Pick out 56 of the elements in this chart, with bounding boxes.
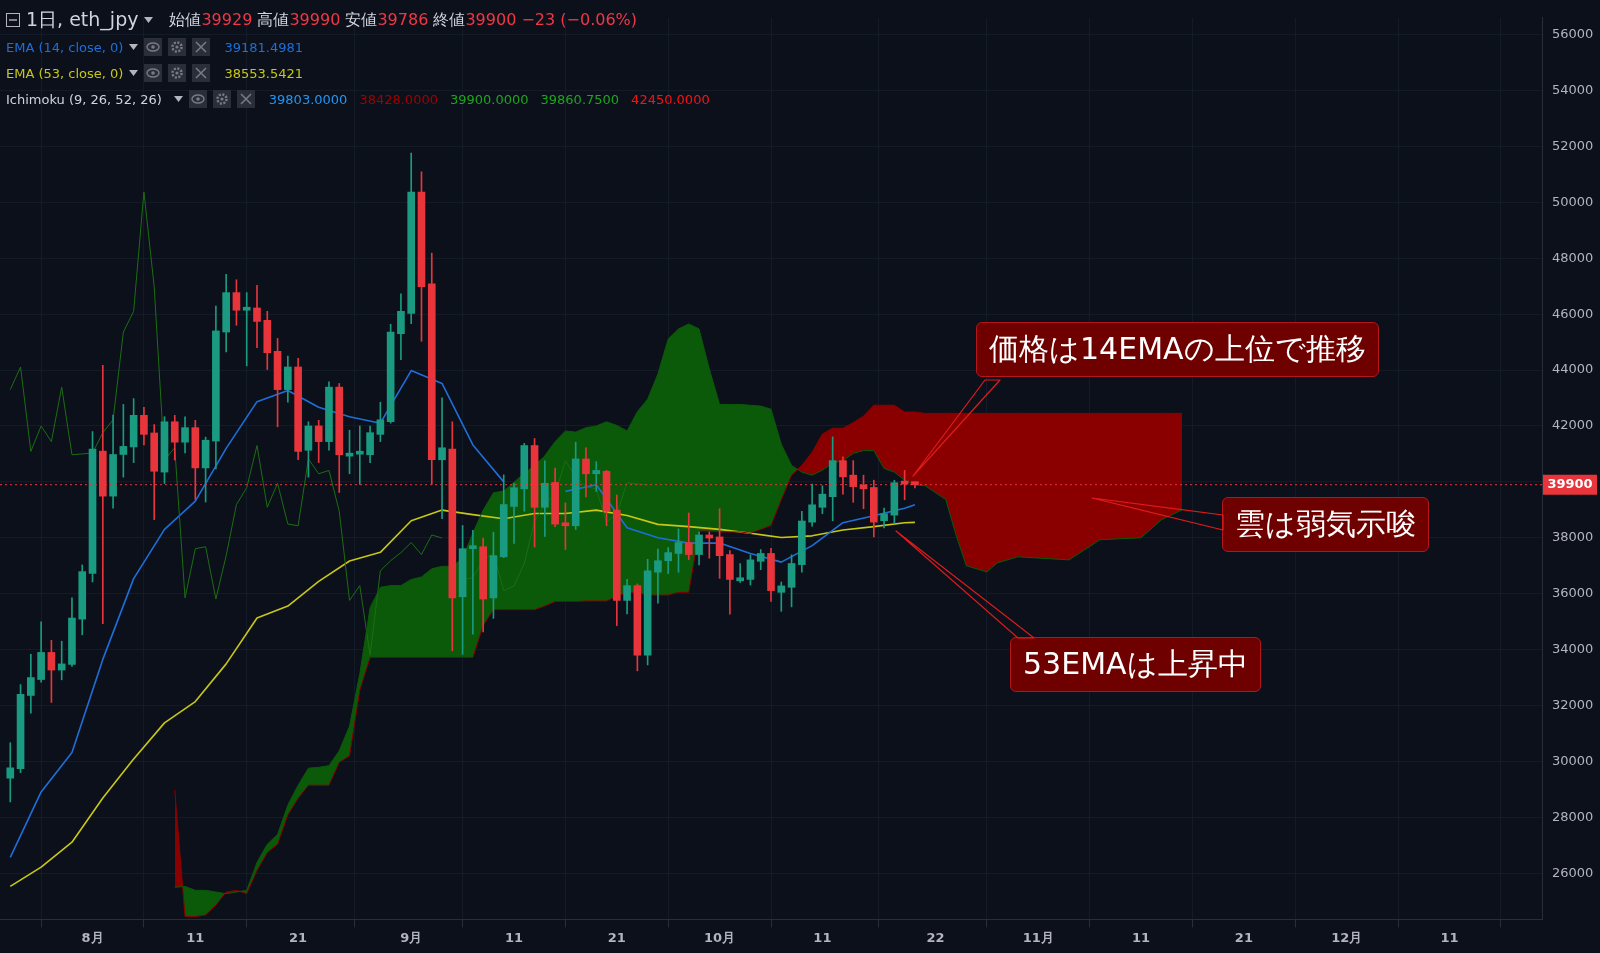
y-tick-label: 54000 bbox=[1552, 81, 1594, 97]
x-tick-label: 11 bbox=[186, 929, 205, 945]
x-tick-label: 10月 bbox=[704, 929, 736, 945]
x-tick-label: 11 bbox=[1440, 929, 1459, 945]
x-tick-label: 21 bbox=[289, 929, 308, 945]
annotation: Ichimoku (9, 26, 52, 26) bbox=[6, 91, 162, 107]
candlestick bbox=[469, 529, 477, 635]
x-tick-label: 11月 bbox=[1022, 929, 1054, 945]
annotation: 38428.0000 bbox=[359, 91, 438, 107]
annotation: 39900.0000 bbox=[449, 91, 529, 107]
y-tick-label: 56000 bbox=[1552, 25, 1594, 41]
y-tick-label: 30000 bbox=[1552, 752, 1594, 768]
x-tick-label: 12月 bbox=[1331, 929, 1363, 945]
chart-title: 1日, eth_jpy bbox=[26, 7, 139, 33]
text: EMA (53, close, 0) bbox=[6, 65, 124, 81]
candlestick bbox=[253, 285, 261, 349]
y-tick-label: 26000 bbox=[1552, 864, 1594, 880]
y-tick-label: 52000 bbox=[1552, 137, 1594, 153]
y-tick-label: 50000 bbox=[1552, 193, 1594, 209]
y-tick-label: 38000 bbox=[1552, 529, 1594, 545]
annotation: 42450.0000 bbox=[631, 91, 710, 107]
text: 始値39929 高値39990 安値39786 終値39900 −23 (−0.06%) bbox=[169, 9, 638, 29]
x-tick-label: 11 bbox=[813, 929, 832, 945]
x-tick-label: 9月 bbox=[400, 929, 423, 945]
candlestick bbox=[736, 563, 744, 583]
candlestick bbox=[57, 640, 66, 681]
candlestick bbox=[355, 425, 364, 485]
annotation: 39181.4981 bbox=[224, 39, 304, 55]
y-tick-label: 48000 bbox=[1552, 249, 1594, 265]
y-tick-label: 34000 bbox=[1552, 640, 1594, 656]
x-tick-label: 11 bbox=[504, 929, 524, 945]
x-tick-label: 11 bbox=[1132, 929, 1151, 945]
candlestick bbox=[242, 292, 251, 367]
annotation: 39860.7500 bbox=[540, 91, 620, 107]
y-tick-label: 46000 bbox=[1552, 305, 1594, 321]
x-tick-label: 21 bbox=[607, 929, 626, 945]
candlestick bbox=[592, 461, 601, 492]
ref-line-label: 39900 bbox=[1547, 476, 1593, 492]
x-tick-label: 22 bbox=[926, 929, 945, 945]
y-tick-label: 32000 bbox=[1552, 696, 1594, 712]
annotation: 雲は弱気示唆 bbox=[1222, 497, 1429, 552]
x-tick-label: 21 bbox=[1234, 929, 1253, 945]
candlestick bbox=[6, 742, 15, 803]
annotation: 39803.0000 bbox=[268, 91, 348, 107]
text: EMA (14, close, 0) bbox=[6, 39, 124, 55]
y-tick-label: 28000 bbox=[1552, 808, 1594, 824]
annotation: 価格は14EMAの上位で推移 bbox=[976, 322, 1379, 377]
y-tick-label: 44000 bbox=[1552, 361, 1594, 377]
annotation: 38553.5421 bbox=[224, 65, 304, 81]
candlestick bbox=[777, 581, 786, 612]
candlestick bbox=[438, 397, 446, 520]
y-tick-label: 42000 bbox=[1552, 417, 1594, 433]
candlestick bbox=[654, 548, 662, 604]
annotation: 53EMAは上昇中 bbox=[1010, 637, 1261, 692]
x-tick-label: 8月 bbox=[81, 929, 104, 945]
y-tick-label: 36000 bbox=[1552, 585, 1594, 601]
